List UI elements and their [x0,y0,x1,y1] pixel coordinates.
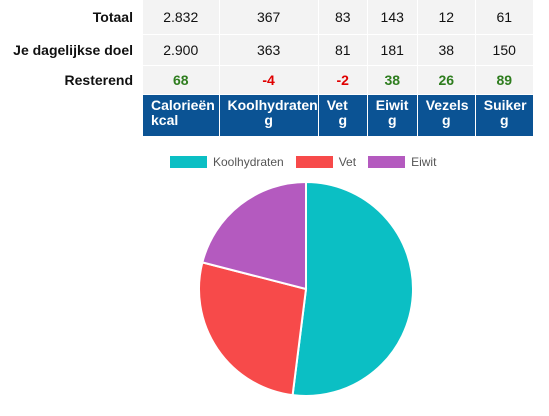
chart-legend: Koolhydraten Vet Eiwit [170,155,448,169]
row-resterend: Resterend 68 -4 -2 38 26 89 [0,65,534,95]
value-cell: 2.900 [143,34,220,66]
column-header-name: Eiwit [375,97,409,113]
legend-item-koolhydraten[interactable]: Koolhydraten [170,155,284,169]
value-cell: 81 [318,34,368,66]
column-header-name: Vezels [425,97,469,113]
row-totaal: Totaal 2.832 367 83 143 12 61 [0,0,534,35]
value-cell: 150 [475,34,534,66]
column-header-vezels: Vezels g [417,94,476,136]
remaining-cell: 89 [475,65,534,95]
legend-swatch [368,156,406,168]
column-header-vet: Vet g [318,94,368,136]
column-header-unit: g [338,112,348,128]
column-header-name: Koolhydraten [227,97,318,113]
column-header-name: Suiker [483,97,527,113]
column-header-unit: g [387,112,397,128]
row-label-resterend: Resterend [64,72,133,88]
pie-slice-eiwit[interactable] [201,180,307,291]
row-dagelijkse-doel: Je dagelijkse doel 2.900 363 81 181 38 1… [0,34,534,66]
value-cell: 61 [475,0,534,35]
column-header-eiwit: Eiwit g [367,94,418,136]
value-cell: 83 [318,0,368,35]
column-header-unit: kcal [151,112,179,128]
value-cell: 367 [219,0,319,35]
legend-label: Eiwit [411,155,437,169]
remaining-cell: -2 [318,65,368,95]
column-header-koolhydraten: Koolhydraten g [219,94,319,136]
value-cell: 2.832 [143,0,220,35]
column-header-unit: g [441,112,451,128]
value-cell: 143 [367,0,418,35]
legend-label: Koolhydraten [213,155,284,169]
column-header-unit: g [499,112,509,128]
pie-slice-vet[interactable] [198,261,308,397]
legend-item-vet[interactable]: Vet [295,155,357,169]
column-header-name: Vet [326,97,348,113]
column-header-name: Calorieën [151,97,215,113]
pie-slice-koolhydraten[interactable] [291,180,414,397]
legend-swatch [295,156,333,168]
legend-item-eiwit[interactable]: Eiwit [368,155,436,169]
remaining-cell: 68 [143,65,220,95]
remaining-cell: 38 [367,65,418,95]
column-header-unit: g [264,112,273,128]
value-cell: 38 [417,34,476,66]
nutrition-summary-table: Totaal 2.832 367 83 143 12 61 Je dagelij… [0,0,534,136]
remaining-cell: -4 [219,65,319,95]
remaining-cell: 26 [417,65,476,95]
legend-label: Vet [338,155,357,169]
column-header-row: Calorieën kcal Koolhydraten g Vet g Eiwi… [0,94,534,136]
value-cell: 12 [417,0,476,35]
column-header-suiker: Suiker g [475,94,534,136]
row-label-totaal: Totaal [92,9,133,26]
column-header-calorieen: Calorieën kcal [143,94,220,136]
value-cell: 363 [219,34,319,66]
value-cell: 181 [367,34,418,66]
row-label-doel: Je dagelijkse doel [13,42,133,58]
legend-swatch [170,156,207,168]
